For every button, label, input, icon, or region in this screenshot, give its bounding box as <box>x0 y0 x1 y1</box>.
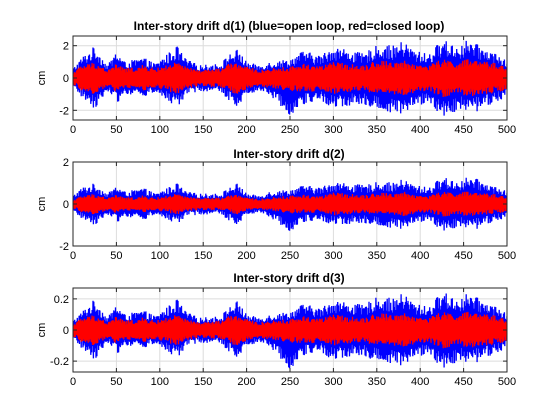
y-tick-label: -2 <box>59 105 69 117</box>
x-tick-label: 350 <box>368 250 386 262</box>
x-tick-label: 400 <box>411 250 429 262</box>
x-tick-label: 400 <box>411 376 429 388</box>
x-tick-label: 200 <box>237 124 255 136</box>
x-tick-label: 0 <box>70 376 76 388</box>
x-tick-label: 450 <box>454 376 472 388</box>
subplot-3: Inter-story drift d(3) cm 0 50 100 150 200 25… <box>36 271 516 388</box>
y-tick-label: 0 <box>63 73 69 85</box>
x-tick-label: 50 <box>110 124 122 136</box>
y-tick-label: 2 <box>63 157 69 169</box>
subplot-2-title: Inter-story drift d(2) <box>233 147 344 161</box>
x-tick-label: 500 <box>498 376 516 388</box>
x-tick-label: 200 <box>237 376 255 388</box>
subplot-3-ylabel: cm <box>36 323 48 338</box>
y-tick-label: 2 <box>63 41 69 53</box>
x-tick-label: 100 <box>151 250 169 262</box>
x-tick-label: 250 <box>281 250 299 262</box>
x-tick-label: 250 <box>281 124 299 136</box>
x-tick-label: 150 <box>194 250 212 262</box>
x-tick-label: 300 <box>324 250 342 262</box>
x-tick-label: 500 <box>498 250 516 262</box>
x-tick-label: 0 <box>70 250 76 262</box>
x-tick-label: 0 <box>70 124 76 136</box>
subplot-3-title: Inter-story drift d(3) <box>233 271 344 285</box>
x-tick-label: 450 <box>454 124 472 136</box>
x-tick-label: 50 <box>110 250 122 262</box>
subplot-2-series-closed-loop <box>73 191 507 217</box>
subplot-1-series-closed-loop <box>73 59 507 98</box>
x-tick-label: 450 <box>454 250 472 262</box>
x-tick-label: 300 <box>324 124 342 136</box>
x-tick-label: 150 <box>194 124 212 136</box>
subplot-1-title: Inter-story drift d(1) (blue=open loop, … <box>134 19 445 33</box>
x-tick-label: 100 <box>151 376 169 388</box>
x-tick-label: 300 <box>324 376 342 388</box>
subplot-3-series-closed-loop <box>73 311 507 349</box>
subplot-1-ylabel: cm <box>36 71 48 86</box>
x-tick-label: 350 <box>368 376 386 388</box>
y-tick-label: 0 <box>63 199 69 211</box>
x-tick-label: 100 <box>151 124 169 136</box>
subplot-2: Inter-story drift d(2) cm 0 50 100 150 200 25… <box>36 147 516 262</box>
subplot-2-ylabel: cm <box>36 197 48 212</box>
x-tick-label: 350 <box>368 124 386 136</box>
x-tick-label: 200 <box>237 250 255 262</box>
x-tick-label: 150 <box>194 376 212 388</box>
y-tick-label: -2 <box>59 241 69 253</box>
x-tick-label: 400 <box>411 124 429 136</box>
x-tick-label: 500 <box>498 124 516 136</box>
x-tick-label: 50 <box>110 376 122 388</box>
y-tick-label: -0.2 <box>50 356 69 368</box>
y-tick-label: 0 <box>63 325 69 337</box>
x-tick-label: 250 <box>281 376 299 388</box>
subplot-1: Inter-story drift d(1) (blue=open loop, … <box>36 19 516 136</box>
y-tick-label: 0.2 <box>54 294 69 306</box>
